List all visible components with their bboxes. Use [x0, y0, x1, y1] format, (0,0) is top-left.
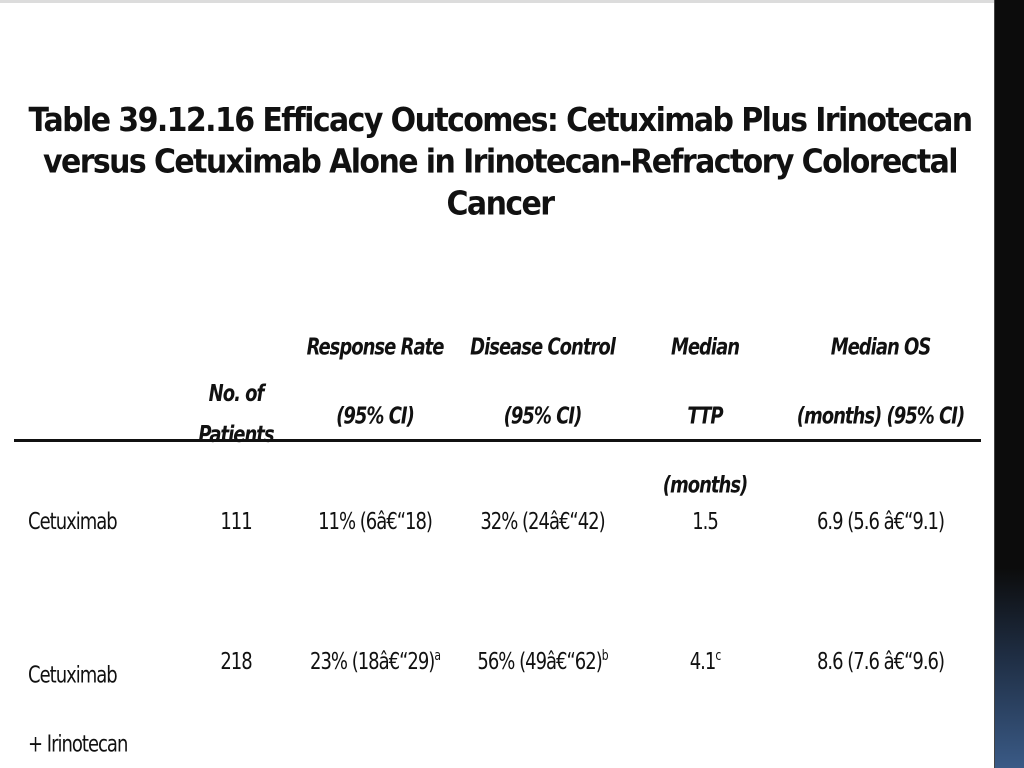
- row-2-response-value: 23% (18â€“29): [310, 646, 435, 675]
- row-1-disease-control: 32% (24â€“42): [480, 506, 605, 535]
- row-2-label: Cetuximab + Irinotecan: [28, 660, 128, 758]
- row-2-control-value: 56% (49â€“62): [477, 646, 602, 675]
- row-2-response-rate: 23% (18â€“29)a: [305, 640, 445, 681]
- header-no-of-patients: No. of Patients: [198, 378, 274, 448]
- row-1-median-os: 6.9 (5.6 â€“9.1): [816, 506, 945, 535]
- row-2-ttp-value: 4.1: [689, 646, 717, 675]
- top-border: [0, 0, 994, 3]
- row-1-label: Cetuximab: [28, 506, 118, 535]
- side-band-gradient: [995, 568, 1024, 768]
- row-2-patients: 218: [220, 646, 252, 675]
- row-2-disease-control: 56% (49â€“62)b: [470, 640, 615, 681]
- header-rule: [14, 439, 981, 442]
- slide: Table 39.12.16 Efficacy Outcomes: Cetuxi…: [0, 0, 994, 758]
- slide-side-band: [994, 0, 1024, 768]
- row-2-median-os: 8.6 (7.6 â€“9.6): [816, 646, 945, 675]
- footnote-b-marker: b: [601, 647, 609, 664]
- table-title: Table 39.12.16 Efficacy Outcomes: Cetuxi…: [28, 101, 974, 224]
- row-1-median-ttp: 1.5: [692, 506, 719, 535]
- row-1-response-rate: 11% (6â€“18): [318, 506, 433, 535]
- header-disease-control: Disease Control (95% CI): [470, 332, 616, 430]
- footnote-c-marker: c: [715, 647, 721, 664]
- header-median-ttp: Median TTP (months): [662, 332, 749, 499]
- row-2-median-ttp: 4.1c: [660, 640, 750, 681]
- footnote-a-marker: a: [434, 647, 441, 664]
- row-1-patients: 111: [220, 506, 252, 535]
- header-response-rate: Response Rate (95% CI): [306, 332, 445, 430]
- header-median-os: Median OS (months) (95% CI): [796, 332, 965, 430]
